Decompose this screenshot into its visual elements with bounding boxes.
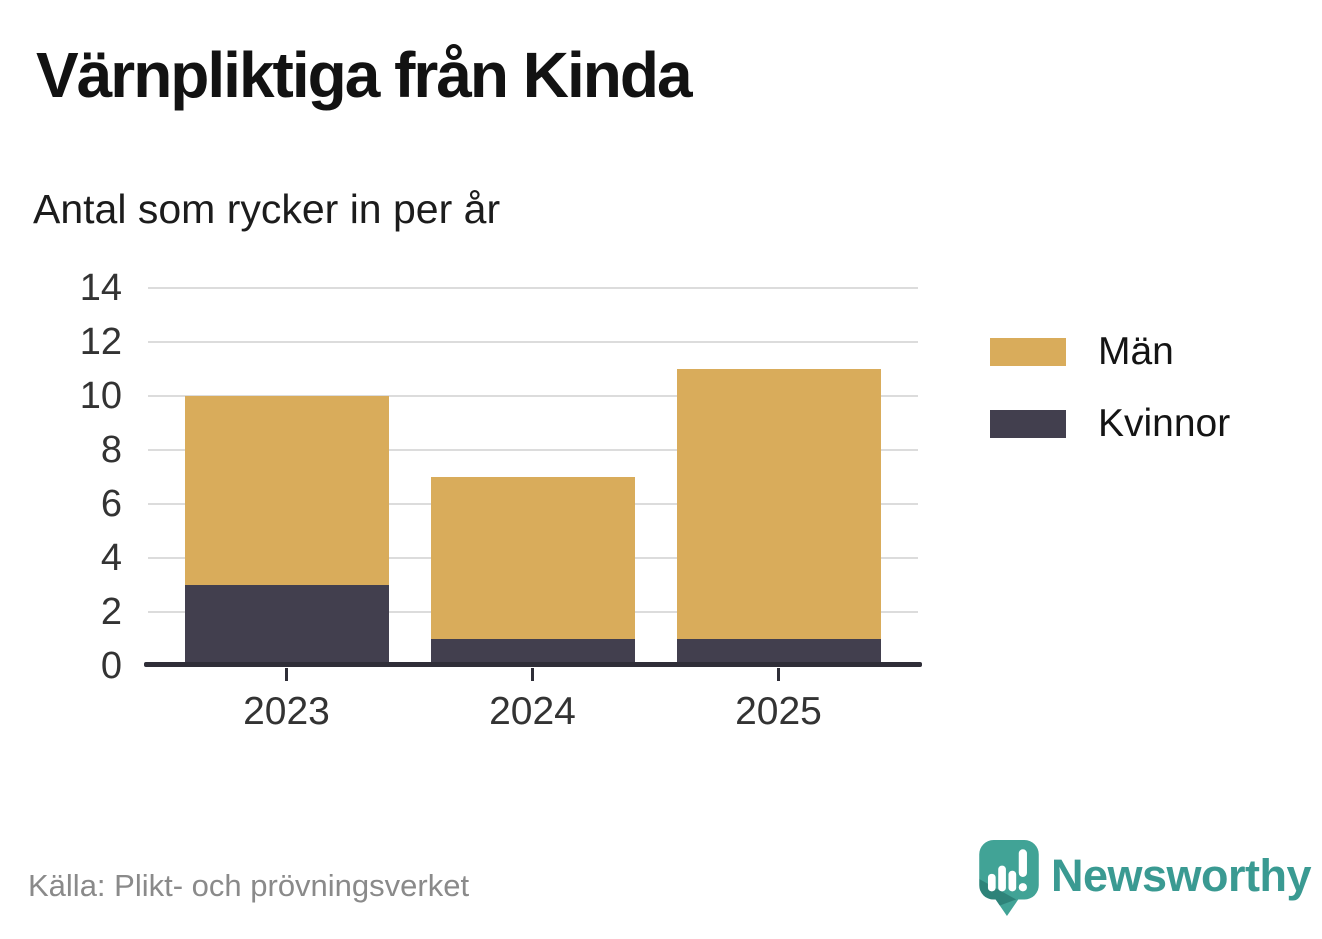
plot-area — [148, 287, 918, 666]
brand-logo: Newsworthy — [979, 840, 1312, 918]
legend-item-män: Män — [990, 330, 1230, 374]
bar-2024 — [430, 288, 635, 666]
bar-segment-män-2024 — [430, 477, 635, 639]
speech-bubble-bar-chart-icon — [979, 840, 1039, 916]
bar-segment-kvinnor-2024 — [430, 639, 635, 666]
gridline — [148, 287, 918, 289]
bar-segment-män-2025 — [676, 369, 881, 639]
x-axis-label: 2023 — [243, 690, 330, 733]
legend: Män Kvinnor — [990, 330, 1230, 446]
source-note: Källa: Plikt- och prövningsverket — [28, 868, 470, 903]
y-axis-label: 14 — [79, 267, 122, 309]
x-axis-tick — [777, 668, 780, 681]
x-axis-tick — [285, 668, 288, 681]
chart-title: Värnpliktiga från Kinda — [36, 39, 693, 111]
y-axis-label: 10 — [79, 375, 122, 417]
x-axis-label: 2024 — [489, 690, 576, 733]
y-axis-label: 0 — [100, 645, 122, 687]
x-axis — [144, 662, 922, 667]
y-axis-label: 4 — [100, 537, 122, 579]
x-axis-label: 2025 — [735, 690, 822, 733]
legend-swatch — [990, 338, 1066, 366]
bar-segment-kvinnor-2023 — [184, 585, 389, 666]
legend-swatch — [990, 410, 1066, 438]
legend-label: Män — [1098, 330, 1174, 373]
bar-2023 — [184, 288, 389, 666]
y-axis-label: 12 — [79, 321, 122, 363]
bar-segment-män-2023 — [184, 396, 389, 585]
gridline — [148, 449, 918, 451]
gridline — [148, 395, 918, 397]
y-axis-label: 6 — [100, 483, 122, 525]
y-axis-label: 8 — [100, 429, 122, 471]
bar-2025 — [676, 288, 881, 666]
x-axis-tick — [531, 668, 534, 681]
y-axis-label: 2 — [100, 591, 122, 633]
brand-name: Newsworthy — [1051, 850, 1312, 901]
bar-segment-kvinnor-2025 — [676, 639, 881, 666]
legend-label: Kvinnor — [1098, 402, 1231, 445]
legend-item-kvinnor: Kvinnor — [990, 402, 1230, 446]
gridline — [148, 341, 918, 343]
chart-subtitle: Antal som rycker in per år — [33, 186, 501, 232]
